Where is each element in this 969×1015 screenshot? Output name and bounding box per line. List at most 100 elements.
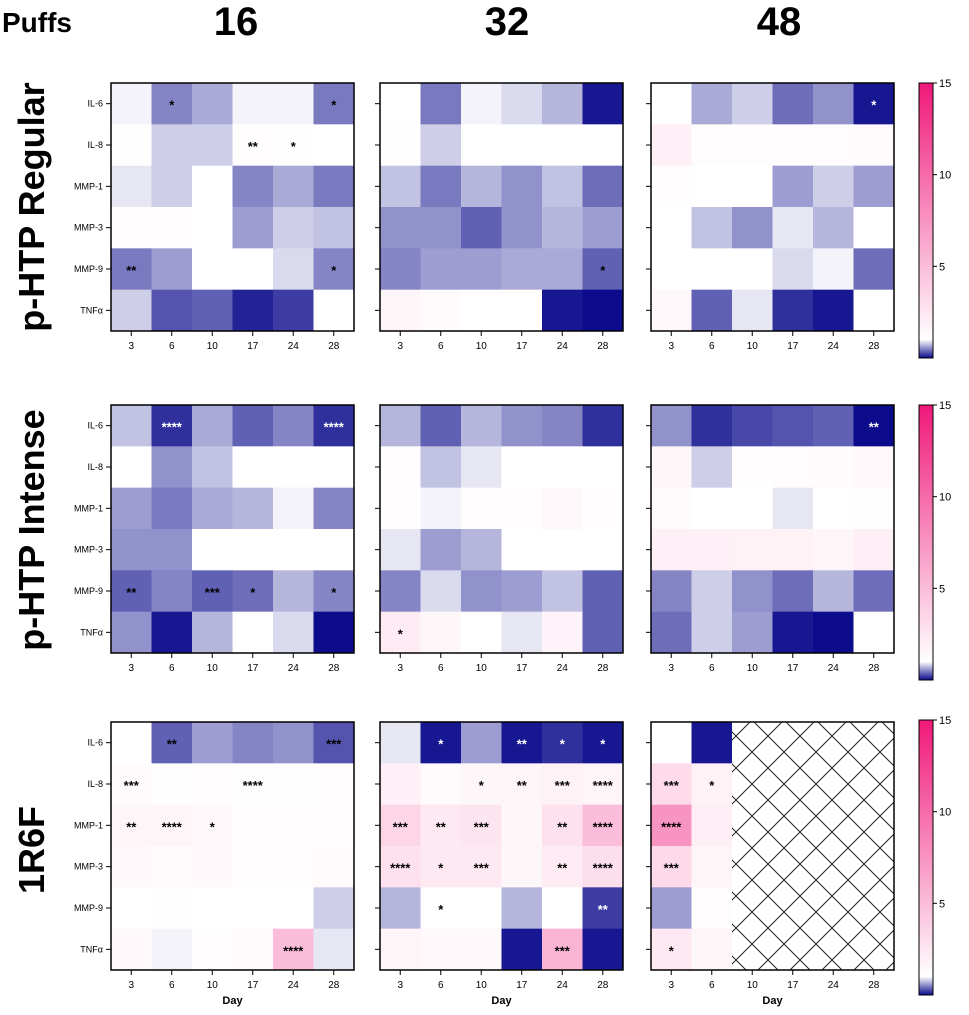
heatmap-cell <box>232 570 274 613</box>
significance-stars: * <box>600 737 606 752</box>
heatmap-cell <box>232 611 274 654</box>
heatmap-cell <box>651 570 692 613</box>
colorbar-tick-label: 10 <box>939 170 951 182</box>
x-tick-label: 24 <box>828 980 840 991</box>
heatmap-cell <box>691 928 733 971</box>
heatmap-cell <box>501 804 543 847</box>
heatmap-cell <box>273 207 314 249</box>
heatmap-cell <box>313 611 355 654</box>
heatmap-cell <box>582 207 624 249</box>
heatmap-cell <box>151 248 193 291</box>
heatmap-cell <box>501 83 543 125</box>
heatmap-cell <box>273 83 314 125</box>
row-label-1r6f: 1R6F <box>11 806 52 894</box>
heatmap-cell <box>813 405 854 447</box>
heatmap-cell <box>542 207 583 249</box>
significance-stars: * <box>669 943 675 958</box>
heatmap-cell <box>420 124 462 167</box>
heatmap-cell <box>651 763 692 806</box>
y-tick-label: MMP-3 <box>74 545 103 555</box>
heatmap-cell <box>151 611 193 654</box>
heatmap-cell <box>582 487 624 530</box>
heatmap-cell <box>542 289 583 332</box>
heatmap-cell <box>813 529 854 571</box>
heatmap-cell <box>691 804 733 847</box>
heatmap-cell <box>380 207 421 249</box>
significance-stars: **** <box>593 861 614 876</box>
significance-stars: ** <box>126 263 137 278</box>
heatmap-cell <box>461 405 502 447</box>
heatmap-cell <box>651 722 692 764</box>
x-tick-label: 24 <box>828 341 840 352</box>
significance-stars: **** <box>390 861 411 876</box>
heatmap-panel: *** *********3 6 10 17 24 28 <box>646 721 895 991</box>
heatmap-cell <box>151 124 193 167</box>
heatmap-cell <box>501 846 543 888</box>
significance-stars: *** <box>664 861 680 876</box>
significance-stars: * <box>438 861 444 876</box>
heatmap-cell <box>313 83 355 125</box>
heatmap-cell <box>501 611 543 654</box>
heatmap-cell <box>313 529 355 571</box>
heatmap-cell <box>461 846 502 888</box>
heatmap-cell <box>691 487 733 530</box>
heatmap-cell <box>420 928 462 971</box>
x-tick-label: 24 <box>557 980 569 991</box>
heatmap-cell <box>853 529 895 571</box>
heatmap-cell <box>542 570 583 613</box>
significance-stars: ** <box>248 139 259 154</box>
heatmap-cell <box>853 446 895 489</box>
heatmap-cell <box>192 887 233 930</box>
y-tick-label: IL-8 <box>87 462 103 472</box>
heatmap-cell <box>582 611 624 654</box>
heatmap-cell <box>273 124 314 167</box>
significance-stars: * <box>331 98 337 113</box>
y-tick-label: MMP-1 <box>74 181 103 191</box>
heatmap-cell <box>732 446 773 489</box>
heatmap-cell <box>192 570 233 613</box>
heatmap-cell <box>380 846 421 888</box>
heatmap-cell <box>111 722 152 764</box>
x-tick-label: 6 <box>438 341 444 352</box>
panel-border <box>650 82 895 332</box>
heatmap-cell <box>813 487 854 530</box>
row-label-p-htp-regular: p-HTP Regular <box>11 82 52 331</box>
significance-stars: *** <box>474 861 490 876</box>
colorbar-tick-label: 10 <box>939 492 951 504</box>
heatmap-cell <box>651 887 692 930</box>
heatmap-cell <box>273 405 314 447</box>
y-tick-label: MMP-3 <box>74 223 103 233</box>
heatmap-cell <box>192 722 233 764</box>
heatmap-cell <box>232 124 274 167</box>
x-tick-label: 3 <box>397 663 403 674</box>
heatmap-cell <box>582 722 624 764</box>
heatmap-cell <box>151 207 193 249</box>
significance-stars: * <box>331 263 337 278</box>
heatmap-cell <box>273 928 314 971</box>
heatmap-cell <box>732 529 773 571</box>
heatmap-cell <box>380 722 421 764</box>
heatmap-cell <box>313 248 355 291</box>
colorbar-tick-label: 5 <box>939 898 945 910</box>
heatmap-cell <box>582 529 624 571</box>
y-tick-label: TNFα <box>80 305 103 315</box>
significance-stars: **** <box>162 819 183 834</box>
heatmap-panel: ** ****** ****** **** *****IL-6IL-8MMP-1MMP-… <box>74 721 355 991</box>
heatmap-panel: * 3 6 10 17 24 28 <box>375 82 624 352</box>
heatmap-cell <box>542 487 583 530</box>
x-tick-label: 3 <box>397 980 403 991</box>
heatmap-cell <box>501 487 543 530</box>
colorbar: 5 10 15 <box>918 715 951 996</box>
x-tick-label: 17 <box>247 341 259 352</box>
heatmap-cell <box>501 763 543 806</box>
heatmap-cell <box>273 289 314 332</box>
x-tick-label: 28 <box>868 663 880 674</box>
colorbar-tick-label: 15 <box>939 715 951 727</box>
y-tick-label: TNFα <box>80 627 103 637</box>
heatmap-cell <box>501 165 543 208</box>
heatmap-cell <box>420 846 462 888</box>
heatmap-cell <box>651 487 692 530</box>
x-tick-label: 17 <box>787 980 799 991</box>
heatmap-cell <box>380 124 421 167</box>
